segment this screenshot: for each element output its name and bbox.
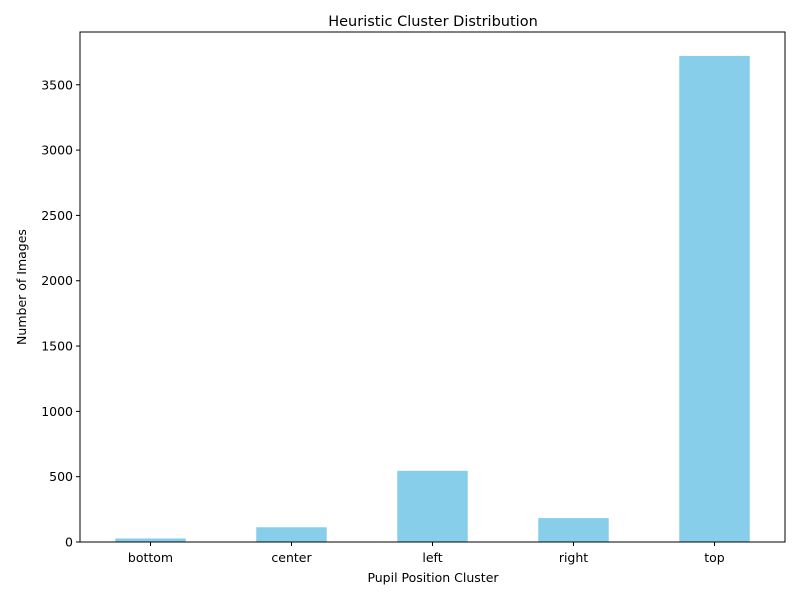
x-tick-label: top (704, 550, 725, 565)
y-tick-label: 2000 (41, 273, 73, 288)
chart-title: Heuristic Cluster Distribution (328, 14, 538, 30)
x-tick-label: left (422, 550, 442, 565)
bars-layer (115, 55, 750, 542)
y-tick-label: 500 (49, 469, 73, 484)
bar-bottom (115, 538, 186, 542)
bar-right (538, 518, 609, 542)
x-axis-ticks: bottom center left right top (128, 542, 725, 565)
bar-center (256, 527, 327, 542)
bar-top (679, 55, 750, 542)
plot-frame (79, 31, 786, 543)
x-tick-label: bottom (128, 550, 173, 565)
y-tick-label: 0 (65, 535, 73, 550)
y-tick-label: 2500 (41, 208, 73, 223)
bar-left (397, 470, 468, 542)
x-tick-label: center (271, 550, 312, 565)
y-tick-label: 1000 (41, 404, 73, 419)
y-axis-label: Number of Images (14, 229, 29, 345)
x-tick-label: right (559, 550, 588, 565)
x-axis-label: Pupil Position Cluster (367, 570, 499, 585)
y-tick-label: 3500 (41, 77, 73, 92)
y-tick-label: 1500 (41, 339, 73, 354)
y-axis-ticks: 0 500 1000 1500 2000 2500 3000 3500 (41, 77, 80, 550)
y-tick-label: 3000 (41, 143, 73, 158)
